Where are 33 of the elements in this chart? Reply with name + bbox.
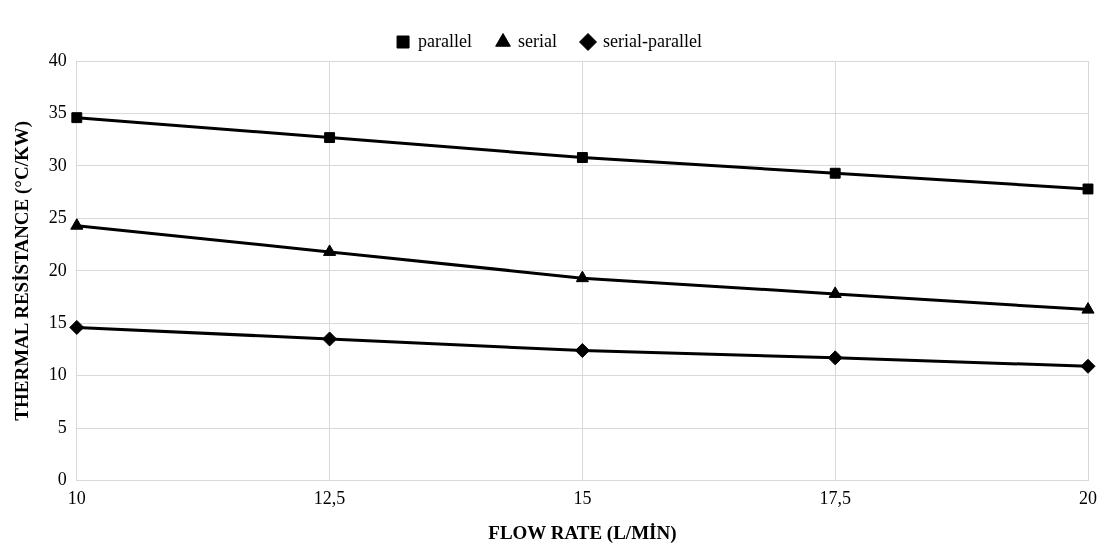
- legend-label: serial-parallel: [603, 30, 702, 51]
- x-tick-label: 12,5: [313, 488, 346, 509]
- x-tick-label: 20: [1079, 488, 1097, 509]
- y-tick-label: 25: [48, 207, 67, 228]
- point: [69, 319, 85, 335]
- point: [574, 343, 590, 359]
- y-axis-title: THERMAL RESİSTANCE (°C/KW): [11, 120, 34, 421]
- legend-label: parallel: [418, 30, 473, 51]
- y-tick-label: 5: [57, 416, 67, 437]
- y-tick-label: 0: [57, 469, 67, 490]
- y-tick-label: 35: [48, 102, 67, 123]
- point: [70, 218, 84, 230]
- point: [323, 244, 337, 256]
- y-tick-label: 40: [48, 49, 67, 70]
- point: [322, 331, 338, 347]
- point: [71, 112, 83, 124]
- point: [828, 286, 842, 298]
- y-tick-label: 15: [48, 311, 67, 332]
- x-axis-title: FLOW RATE (L/MİN): [488, 521, 677, 544]
- x-tick-label: 17,5: [819, 488, 851, 509]
- y-tick-label: 30: [48, 154, 67, 175]
- y-tick-label: 20: [48, 259, 67, 280]
- point: [1081, 302, 1095, 314]
- point: [324, 132, 336, 144]
- point: [576, 152, 588, 163]
- y-tick-label: 10: [48, 364, 67, 385]
- point: [827, 350, 843, 366]
- point: [1080, 358, 1096, 374]
- point: [829, 167, 841, 179]
- x-tick-label: 15: [573, 488, 592, 509]
- legend-label: serial: [518, 30, 558, 51]
- point: [1082, 183, 1094, 195]
- point: [575, 270, 589, 283]
